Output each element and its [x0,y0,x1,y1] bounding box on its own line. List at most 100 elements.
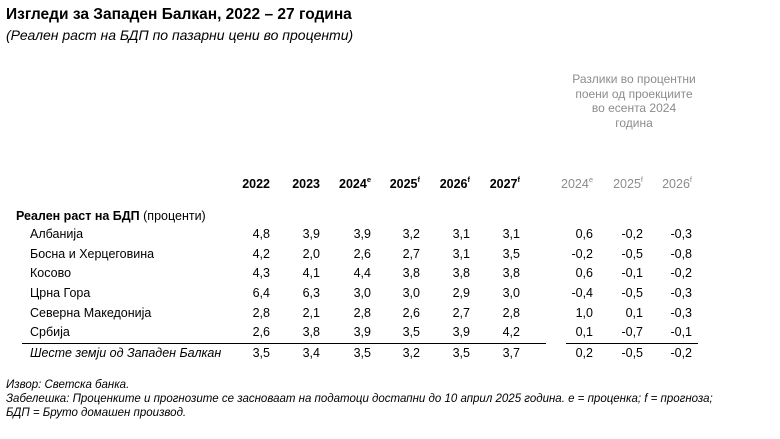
table-cell: 2,8 [353,306,371,320]
table-cell: 3,9 [302,227,320,241]
table-cell: 4,3 [252,266,270,280]
table-cell: 3,2 [402,227,420,241]
section-heading: Реален раст на БДП (проценти) [16,209,206,223]
table-cell: 3,9 [452,325,470,339]
table-cell: 3,5 [402,325,420,339]
table-cell: 2,1 [302,306,320,320]
table-cell: 2,9 [452,286,470,300]
column-header-year: 2026 [662,177,690,191]
country-name: Црна Гора [30,286,91,300]
table-cell: -0,3 [670,227,692,241]
table-cell: 3,0 [353,286,371,300]
footer-source: Извор: Светска банка. [6,379,130,391]
table-cell: 4,1 [302,266,320,280]
table-cell: 3,9 [353,227,371,241]
country-name: Северна Македонија [30,306,152,320]
column-header-2023: 2023 [276,177,320,191]
total-cell: -0,2 [670,346,692,360]
column-header-mark: e [366,175,371,184]
total-cell: 0,2 [575,346,593,360]
differences-column-note: Разлики во процентни поени од проекциите… [572,72,696,130]
table-cell: 3,8 [452,266,470,280]
column-header-year: 2024 [339,177,367,191]
table-cell: -0,1 [670,325,692,339]
column-header-2026: 2026f [426,175,471,191]
table-row: Албанија 4,8 3,9 3,9 3,2 3,1 3,1 0,6 -0,2 -0,3 [0,227,780,247]
table-subtitle: (Реален раст на БДП по пазарни цени во п… [6,27,354,43]
table-cell: -0,2 [571,247,593,261]
table-cell: 3,8 [402,266,420,280]
total-cell: -0,5 [621,346,643,360]
table-cell: -0,2 [621,227,643,241]
column-header-mark: f [517,175,521,184]
country-name: Србија [30,325,70,339]
column-header-year: 2022 [242,177,270,191]
column-header-year: 2025 [389,177,418,191]
table-cell: 2,0 [302,247,320,261]
country-name: Босна и Херцеговина [30,247,155,261]
country-name: Косово [30,266,72,280]
table-row: Босна и Херцеговина 4,2 2,0 2,6 2,7 3,1 3,5 -0,… [0,247,780,267]
country-name: Албанија [30,227,84,241]
table-cell: 3,0 [402,286,420,300]
table-cell: 2,7 [452,306,470,320]
table-row: Србија 2,6 3,8 3,9 3,5 3,9 4,2 0,1 -0,7 -0,1 [0,325,780,345]
table-row: Косово 4,3 4,1 4,4 3,8 3,8 3,8 0,6 -0,1 -0,2 [0,266,780,286]
total-cell: 3,7 [502,346,520,360]
total-cell: 3,5 [353,346,371,360]
table-cell: 0,6 [575,266,593,280]
table-cell: 3,8 [302,325,320,339]
column-header-mark: f [417,175,421,184]
total-cell: 3,5 [252,346,270,360]
section-heading-rest: (проценти) [139,209,206,223]
total-cell: 3,5 [452,346,470,360]
table-cell: 3,1 [452,227,470,241]
total-cell: 3,4 [302,346,320,360]
table-cell: -0,4 [571,286,593,300]
table-cell: -0,3 [670,286,692,300]
column-header-year: 2026 [439,177,468,191]
table-cell: 4,8 [252,227,270,241]
table-cell: -0,5 [621,286,643,300]
column-header-2025: 2025f [376,175,421,191]
table-cell: 4,2 [252,247,270,261]
section-heading-bold: Реален раст на БДП [16,209,140,223]
column-header-mark: f [467,175,471,184]
column-header-year: 2025 [613,177,641,191]
table-cell: 4,4 [353,266,371,280]
column-header-year: 2024 [561,177,589,191]
table-cell: -0,5 [621,247,643,261]
table-cell: 6,3 [302,286,320,300]
table-cell: 0,1 [575,325,593,339]
table-cell: 0,6 [575,227,593,241]
column-header-2024: 2024e [327,175,371,191]
column-header-2026-diff: 2026f [648,176,692,191]
table-cell: 3,8 [502,266,520,280]
table-cell: -0,3 [670,306,692,320]
column-header-mark: e [588,175,593,184]
table-cell: -0,7 [621,325,643,339]
table-cell: 3,5 [502,247,520,261]
table-cell: 1,0 [575,306,593,320]
table-cell: 2,6 [252,325,270,339]
table-cell: 2,8 [502,306,520,320]
table-cell: 3,1 [502,227,520,241]
table-title: Изгледи за Западен Балкан, 2022 – 27 год… [6,6,352,23]
total-separator-right [566,343,698,344]
table-cell: 3,0 [502,286,520,300]
column-header-year: 2023 [292,177,320,191]
column-header-2022: 2022 [226,177,270,191]
total-row: Шесте земји од Западен Балкан 3,5 3,4 3,5 3… [0,346,780,366]
column-header-2027: 2027f [476,175,521,191]
table-cell: 0,1 [625,306,643,320]
table-cell: -0,2 [670,266,692,280]
table-cell: 3,1 [452,247,470,261]
footer-note-line1: Забелешка: Проценките и прогнозите се за… [6,393,713,405]
table-cell: 2,7 [402,247,420,261]
footer-note-line2: БДП = Бруто домашен производ. [6,407,187,419]
table-cell: 3,9 [353,325,371,339]
table-cell: -0,1 [621,266,643,280]
column-header-2024-diff: 2024e [549,175,593,191]
table-cell: -0,8 [670,247,692,261]
column-header-2025-diff: 2025f [599,176,643,191]
